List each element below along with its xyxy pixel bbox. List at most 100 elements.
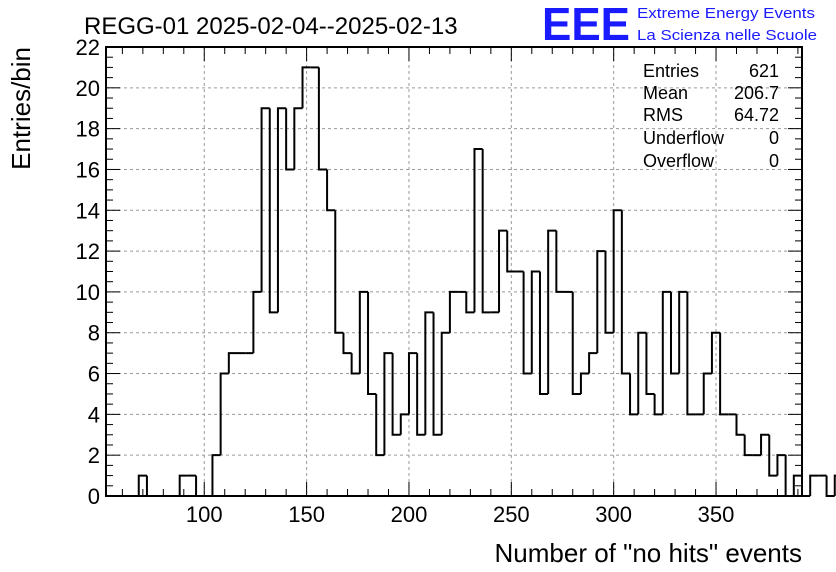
y-tick-label: 2 (88, 443, 100, 468)
histogram-bin (604, 251, 614, 334)
histogram-bin (383, 352, 393, 456)
x-tick-label: 100 (186, 502, 223, 527)
logo-line-1: Extreme Energy Events (637, 5, 815, 22)
histogram-bin (367, 291, 377, 395)
x-tick-label: 150 (288, 502, 325, 527)
histogram-bin (719, 332, 729, 416)
histogram-bin (547, 229, 557, 394)
logo-line-2: La Scienza nelle Scuole (637, 27, 817, 44)
plot-frame (105, 46, 803, 497)
histogram-bin (776, 454, 786, 476)
histogram-bin (506, 230, 516, 273)
y-tick-label: 10 (76, 280, 100, 305)
histogram-bin (522, 271, 532, 375)
y-tick-label: 18 (76, 117, 100, 142)
histogram-bin (555, 230, 565, 293)
histogram-bin (293, 107, 303, 170)
x-tick-label: 350 (698, 502, 735, 527)
histogram-bin (809, 474, 819, 496)
y-tick-label: 4 (88, 402, 100, 427)
y-tick-label: 20 (76, 76, 100, 101)
histogram-bin (686, 291, 696, 416)
logo-mark: EEE (542, 0, 630, 50)
histogram-bin (735, 414, 745, 436)
axes: 100 150 200 250 300 350 0 2 4 6 8 10 12 14 16 18 20 22 (76, 35, 802, 527)
y-axis-label: Entries/bin (6, 47, 36, 170)
stats-label: RMS (643, 105, 683, 125)
histogram-bin (399, 413, 409, 435)
y-tick-label: 22 (76, 35, 100, 60)
histogram-bin (710, 331, 721, 374)
chart-title: REGG-01 2025-02-04--2025-02-13 (84, 13, 458, 40)
histogram-bin (629, 373, 639, 416)
x-axis-label: Number of "no hits" events (495, 538, 803, 568)
histogram-bin (252, 290, 262, 354)
y-tick-label: 12 (76, 239, 100, 264)
histogram-bin (227, 352, 238, 374)
x-tick-label: 200 (391, 502, 428, 527)
histogram-bin (481, 149, 491, 314)
y-tick-label: 6 (88, 362, 100, 387)
stats-value: 621 (749, 61, 779, 81)
histogram-bin (702, 372, 712, 415)
histogram-bin (301, 66, 311, 109)
histogram-bin (645, 332, 655, 395)
histogram-bin (637, 331, 647, 415)
histogram-bin (448, 290, 459, 333)
histogram-bin (211, 454, 221, 496)
histogram-bin (137, 474, 147, 496)
y-tick-label: 0 (88, 484, 100, 509)
histogram-bin (178, 474, 188, 496)
histogram-bin (440, 331, 450, 435)
x-tick-label: 250 (493, 502, 530, 527)
stats-value: 206.7 (734, 83, 779, 103)
stats-label: Underflow (643, 128, 725, 148)
histogram-bin (260, 107, 270, 292)
eee-logo: EEE Extreme Energy Events La Scienza nel… (542, 0, 817, 50)
histogram-bin (661, 290, 671, 415)
y-tick-label: 14 (76, 198, 100, 223)
histogram-bin (285, 108, 295, 171)
histogram-bin (473, 148, 483, 313)
y-tick-label: 8 (88, 321, 100, 346)
histogram-bin (391, 353, 401, 436)
histogram-bin (530, 270, 540, 374)
histogram-bin (653, 393, 663, 416)
stats-label: Entries (643, 61, 699, 81)
histogram-bin (825, 475, 835, 497)
stats-label: Overflow (643, 151, 715, 171)
histogram-bin (326, 169, 336, 212)
histogram-bin (588, 352, 598, 374)
histogram-bin (620, 210, 631, 375)
histogram-bin (743, 434, 753, 457)
histogram-bin (465, 291, 475, 314)
histogram-bin (317, 67, 328, 171)
histogram-bin (678, 290, 688, 374)
y-tick-label: 16 (76, 157, 100, 182)
histogram-bin (358, 290, 369, 374)
stats-value: 0 (769, 128, 779, 148)
histogram-bin (342, 332, 352, 355)
histogram-bin (432, 312, 442, 436)
histogram-bin (571, 291, 581, 395)
histogram-bin (833, 474, 836, 496)
histogram-bin (669, 291, 680, 375)
histogram-bin (416, 353, 426, 436)
stats-box: Entries 621 Mean 206.7 RMS 64.72 Underfl… (643, 61, 779, 171)
histogram-bin (768, 434, 778, 477)
histogram-bin (498, 229, 508, 313)
histogram-bin (538, 271, 549, 395)
histogram-bin (612, 209, 622, 333)
stats-value: 0 (769, 151, 779, 171)
histogram-bin (268, 108, 278, 314)
histogram-bin (375, 393, 385, 457)
histogram-bin (407, 352, 418, 415)
x-tick-label: 300 (595, 502, 632, 527)
histogram-bin (219, 372, 229, 456)
histogram-bin (596, 250, 606, 354)
histogram-bin (276, 107, 287, 313)
histogram-bin (350, 353, 360, 375)
histogram-bin (760, 433, 770, 456)
